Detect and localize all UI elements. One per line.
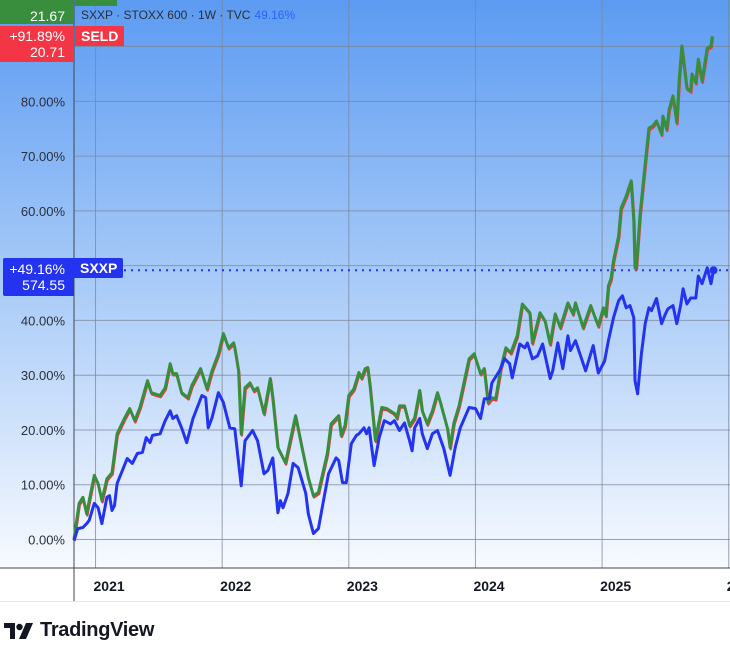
y-tick-label: 0.00% bbox=[28, 533, 65, 548]
seld-price-label: +91.89% 20.71 bbox=[0, 26, 74, 62]
x-tick-label: 2023 bbox=[347, 578, 378, 594]
sxxp-change: +49.16% bbox=[9, 261, 65, 277]
sxxp-tag: SXXP bbox=[74, 258, 124, 278]
y-tick-label: 10.00% bbox=[21, 478, 66, 493]
legend-value: 49.16% bbox=[254, 8, 296, 22]
green-price-label: 21.67 bbox=[0, 0, 74, 24]
y-tick-label: 40.00% bbox=[21, 313, 66, 328]
x-tick-label: 2024 bbox=[473, 578, 504, 594]
seld-tag: SELD bbox=[75, 26, 125, 46]
x-tick-label: 2022 bbox=[220, 578, 251, 594]
series-line-seld bbox=[72, 36, 714, 540]
footer-divider bbox=[0, 601, 730, 602]
legend-exchange: TVC bbox=[226, 8, 251, 22]
x-tick-label: 2025 bbox=[600, 578, 631, 594]
legend-symbol: SXXP bbox=[81, 8, 113, 22]
legend-interval: 1W bbox=[197, 8, 216, 22]
chart-canvas[interactable]: 0.00% 10.00% 20.00% 30.00% 40.00% 60.00% 70.00… bbox=[0, 0, 730, 602]
sxxp-price: 574.55 bbox=[22, 277, 65, 293]
green-tag bbox=[75, 0, 117, 6]
y-axis[interactable]: 0.00% 10.00% 20.00% 30.00% 40.00% 60.00% 70.00… bbox=[21, 94, 66, 547]
chart-background bbox=[0, 0, 730, 568]
x-axis[interactable]: 2021 2022 2023 2024 2025 20 bbox=[94, 578, 730, 594]
legend-name: STOXX 600 bbox=[123, 8, 188, 22]
seld-change: +91.89% bbox=[9, 28, 65, 44]
seld-price: 20.71 bbox=[29, 44, 65, 60]
tradingview-logo-text: TradingView bbox=[40, 619, 155, 641]
chart-legend[interactable]: SXXP · STOXX 600 · 1W · TVC 49.16% bbox=[81, 8, 296, 22]
x-tick-label: 20 bbox=[727, 578, 730, 594]
series-last-point-sxxp bbox=[709, 266, 718, 275]
y-tick-label: 30.00% bbox=[21, 368, 66, 383]
y-tick-label: 80.00% bbox=[21, 94, 66, 109]
tradingview-logo[interactable]: TradingView bbox=[4, 619, 154, 642]
y-tick-label: 70.00% bbox=[21, 149, 66, 164]
sxxp-price-label: +49.16% 574.55 bbox=[3, 258, 74, 296]
green-price: 21.67 bbox=[29, 8, 65, 24]
series-line-sxxp bbox=[72, 266, 715, 542]
tradingview-logo-icon bbox=[4, 622, 33, 639]
y-tick-label: 20.00% bbox=[21, 423, 66, 438]
series-layer bbox=[72, 36, 730, 542]
y-tick-label: 60.00% bbox=[21, 204, 66, 219]
x-tick-label: 2021 bbox=[94, 578, 125, 594]
